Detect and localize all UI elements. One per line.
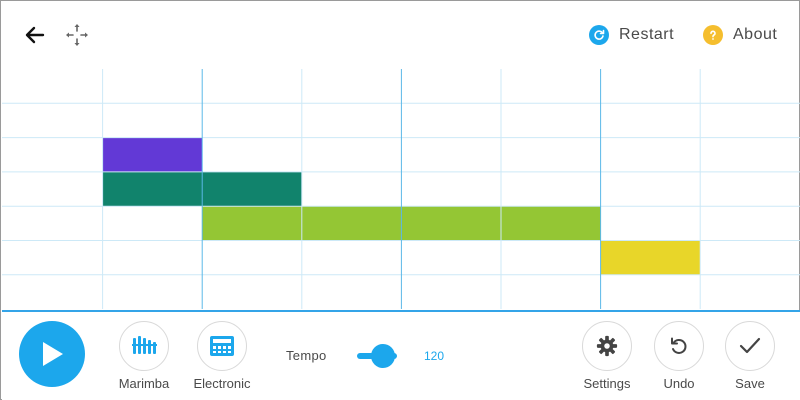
move-arrows-icon[interactable] <box>63 21 91 49</box>
question-icon <box>703 25 723 45</box>
save-button[interactable] <box>725 321 775 371</box>
tempo-value: 120 <box>424 349 445 363</box>
save-label: Save <box>735 376 765 391</box>
tempo-slider-thumb[interactable] <box>371 344 395 368</box>
settings-button[interactable] <box>582 321 632 371</box>
play-button[interactable] <box>19 321 85 387</box>
tempo-label: Tempo <box>286 348 327 363</box>
note-grid[interactable] <box>2 69 800 309</box>
marimba-label: Marimba <box>118 376 170 391</box>
note-block[interactable] <box>600 240 701 275</box>
checkmark-icon <box>739 337 761 354</box>
note-grid-canvas[interactable] <box>2 69 800 309</box>
gear-icon <box>596 335 618 357</box>
header: Restart About <box>1 1 800 69</box>
refresh-icon <box>589 25 609 45</box>
settings-label: Settings <box>583 376 631 391</box>
marimba-icon <box>132 336 157 354</box>
marimba-button[interactable] <box>119 321 169 371</box>
undo-label: Undo <box>663 376 695 391</box>
tempo-slider[interactable] <box>357 344 397 368</box>
undo-button[interactable] <box>654 321 704 371</box>
electronic-label: Electronic <box>193 376 251 391</box>
undo-icon <box>671 337 687 354</box>
electronic-button[interactable] <box>197 321 247 371</box>
about-label: About <box>733 26 778 43</box>
arrow-left-icon[interactable] <box>21 21 49 49</box>
note-block[interactable] <box>102 137 203 172</box>
drum-machine-icon <box>210 336 234 356</box>
bottom-toolbar: Marimba Electronic Tempo 120 <box>2 310 800 400</box>
play-icon <box>43 342 63 366</box>
restart-button[interactable]: Restart <box>589 22 674 48</box>
about-button[interactable]: About <box>703 22 777 48</box>
restart-label: Restart <box>619 26 675 43</box>
